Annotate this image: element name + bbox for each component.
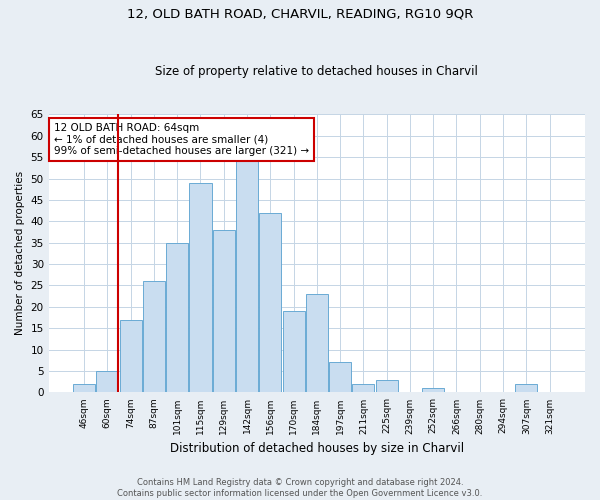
- Bar: [212, 230, 235, 392]
- Bar: [73, 384, 95, 392]
- Bar: [376, 380, 398, 392]
- X-axis label: Distribution of detached houses by size in Charvil: Distribution of detached houses by size …: [170, 442, 464, 455]
- Bar: [515, 384, 538, 392]
- Bar: [422, 388, 444, 392]
- Text: 12, OLD BATH ROAD, CHARVIL, READING, RG10 9QR: 12, OLD BATH ROAD, CHARVIL, READING, RG1…: [127, 8, 473, 20]
- Bar: [143, 281, 165, 392]
- Bar: [119, 320, 142, 392]
- Bar: [306, 294, 328, 392]
- Title: Size of property relative to detached houses in Charvil: Size of property relative to detached ho…: [155, 66, 478, 78]
- Bar: [283, 311, 305, 392]
- Bar: [97, 371, 118, 392]
- Bar: [329, 362, 351, 392]
- Bar: [166, 242, 188, 392]
- Bar: [236, 162, 258, 392]
- Text: Contains HM Land Registry data © Crown copyright and database right 2024.
Contai: Contains HM Land Registry data © Crown c…: [118, 478, 482, 498]
- Y-axis label: Number of detached properties: Number of detached properties: [15, 172, 25, 336]
- Text: 12 OLD BATH ROAD: 64sqm
← 1% of detached houses are smaller (4)
99% of semi-deta: 12 OLD BATH ROAD: 64sqm ← 1% of detached…: [54, 122, 309, 156]
- Bar: [190, 183, 212, 392]
- Bar: [352, 384, 374, 392]
- Bar: [259, 213, 281, 392]
